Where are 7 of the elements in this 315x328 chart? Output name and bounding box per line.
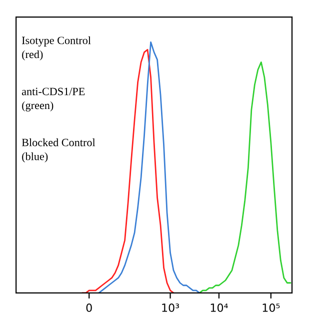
- annotation: Isotype Control (red): [22, 36, 91, 60]
- annotation: Blocked Control (blue): [22, 138, 96, 162]
- x-tick-label: 0: [86, 304, 92, 312]
- x-tick-label: 10⁵: [262, 304, 280, 312]
- annotation: anti-CDS1/PE (green): [22, 88, 85, 112]
- x-tick-label: 10⁴: [210, 304, 228, 312]
- x-tick-label: 10³: [162, 304, 179, 312]
